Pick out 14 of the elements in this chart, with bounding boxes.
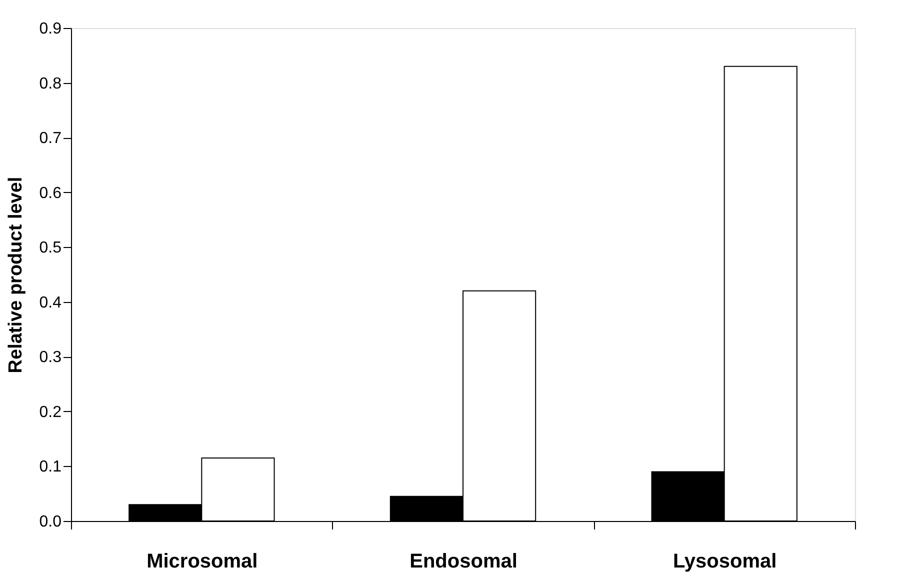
y-tick-label: 0.1 <box>39 458 62 476</box>
y-axis-title: Relative product level <box>5 176 26 374</box>
x-tick-label: Microsomal <box>146 550 258 572</box>
y-tick-label: 0.3 <box>39 349 62 366</box>
x-tick-label: Endosomal <box>410 550 518 572</box>
x-tick-label: Lysosomal <box>672 550 777 572</box>
y-tick-label: 0.7 <box>39 130 62 148</box>
y-tick-label: 0.6 <box>39 184 62 202</box>
y-tick-label: 0.2 <box>39 404 62 421</box>
y-tick-label: 0.0 <box>39 514 62 530</box>
y-tick-label: 0.9 <box>39 20 62 38</box>
y-tick-label: 0.8 <box>39 75 62 92</box>
y-tick-label: 0.4 <box>39 294 62 312</box>
y-tick-label: 0.5 <box>39 240 62 257</box>
